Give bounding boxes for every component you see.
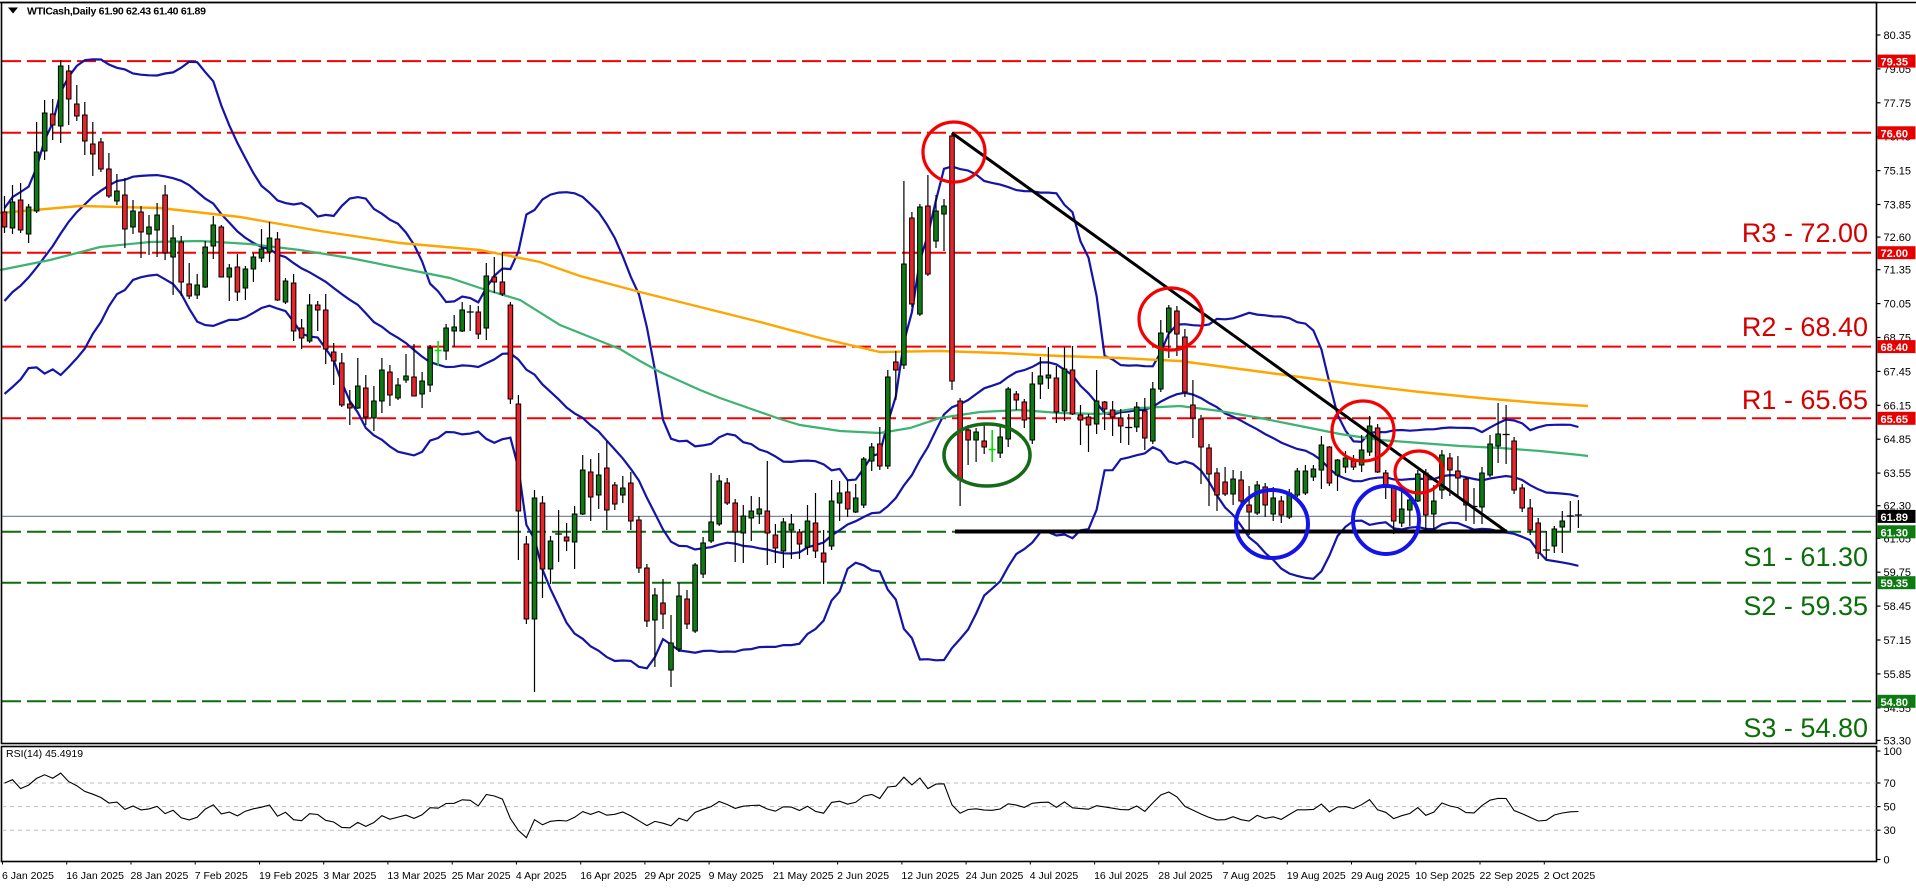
svg-text:R1 - 65.65: R1 - 65.65 — [1742, 385, 1868, 415]
svg-text:75.15: 75.15 — [1884, 166, 1912, 178]
svg-text:72.00: 72.00 — [1881, 248, 1909, 260]
svg-text:79.35: 79.35 — [1881, 57, 1909, 69]
svg-text:RSI(14) 45.4919: RSI(14) 45.4919 — [6, 748, 83, 760]
svg-text:3 Mar 2025: 3 Mar 2025 — [323, 870, 376, 882]
svg-text:19 Feb 2025: 19 Feb 2025 — [259, 870, 318, 882]
svg-text:16 Jul 2025: 16 Jul 2025 — [1094, 870, 1148, 882]
svg-text:70: 70 — [1884, 778, 1896, 790]
svg-text:61.30: 61.30 — [1881, 527, 1909, 539]
svg-text:12 Jun 2025: 12 Jun 2025 — [901, 870, 959, 882]
svg-text:28 Jan 2025: 28 Jan 2025 — [131, 870, 189, 882]
svg-text:68.40: 68.40 — [1881, 342, 1909, 354]
svg-text:100: 100 — [1884, 746, 1902, 758]
svg-text:66.15: 66.15 — [1884, 400, 1912, 412]
svg-text:64.85: 64.85 — [1884, 434, 1912, 446]
svg-text:S1 - 61.30: S1 - 61.30 — [1743, 542, 1868, 572]
svg-text:58.45: 58.45 — [1884, 601, 1912, 613]
svg-text:22 Sep 2025: 22 Sep 2025 — [1480, 870, 1540, 882]
svg-text:16 Jan 2025: 16 Jan 2025 — [66, 870, 124, 882]
svg-text:63.55: 63.55 — [1884, 468, 1912, 480]
svg-text:S2 - 59.35: S2 - 59.35 — [1743, 591, 1868, 621]
svg-text:9 May 2025: 9 May 2025 — [709, 870, 764, 882]
svg-text:54.80: 54.80 — [1881, 697, 1909, 709]
svg-text:80.35: 80.35 — [1884, 30, 1912, 42]
svg-text:71.35: 71.35 — [1884, 265, 1912, 277]
svg-text:73.85: 73.85 — [1884, 200, 1912, 212]
svg-text:65.65: 65.65 — [1881, 414, 1909, 426]
svg-text:0: 0 — [1884, 855, 1890, 867]
svg-text:28 Jul 2025: 28 Jul 2025 — [1158, 870, 1212, 882]
svg-text:24 Jun 2025: 24 Jun 2025 — [966, 870, 1024, 882]
svg-text:R3 - 72.00: R3 - 72.00 — [1742, 218, 1868, 248]
svg-text:25 Mar 2025: 25 Mar 2025 — [452, 870, 511, 882]
svg-text:29 Apr 2025: 29 Apr 2025 — [644, 870, 701, 882]
svg-text:59.35: 59.35 — [1881, 578, 1909, 590]
svg-text:53.30: 53.30 — [1884, 735, 1912, 747]
svg-text:7 Aug 2025: 7 Aug 2025 — [1223, 870, 1276, 882]
svg-text:76.60: 76.60 — [1881, 128, 1909, 140]
svg-text:4 Apr 2025: 4 Apr 2025 — [516, 870, 567, 882]
svg-text:4 Jul 2025: 4 Jul 2025 — [1030, 870, 1079, 882]
svg-text:WTICash,Daily 61.90 62.43 61.: WTICash,Daily 61.90 62.43 61.40 61.89 — [27, 6, 206, 18]
svg-text:13 Mar 2025: 13 Mar 2025 — [387, 870, 446, 882]
svg-text:R2 - 68.40: R2 - 68.40 — [1742, 312, 1868, 342]
svg-text:29 Aug 2025: 29 Aug 2025 — [1351, 870, 1410, 882]
svg-text:2 Oct 2025: 2 Oct 2025 — [1544, 870, 1596, 882]
svg-text:61.89: 61.89 — [1881, 512, 1909, 524]
svg-text:19 Aug 2025: 19 Aug 2025 — [1287, 870, 1346, 882]
svg-text:72.60: 72.60 — [1884, 232, 1912, 244]
svg-text:7 Feb 2025: 7 Feb 2025 — [195, 870, 248, 882]
svg-text:16 Apr 2025: 16 Apr 2025 — [580, 870, 637, 882]
svg-text:30: 30 — [1884, 825, 1896, 837]
svg-text:57.15: 57.15 — [1884, 635, 1912, 647]
svg-text:67.45: 67.45 — [1884, 366, 1912, 378]
svg-text:55.85: 55.85 — [1884, 669, 1912, 681]
svg-text:10 Sep 2025: 10 Sep 2025 — [1415, 870, 1475, 882]
svg-text:6 Jan 2025: 6 Jan 2025 — [2, 870, 54, 882]
svg-text:62.30: 62.30 — [1884, 501, 1912, 513]
svg-text:21 May 2025: 21 May 2025 — [773, 870, 834, 882]
svg-text:70.05: 70.05 — [1884, 299, 1912, 311]
svg-text:77.75: 77.75 — [1884, 98, 1912, 110]
svg-text:S3 - 54.80: S3 - 54.80 — [1743, 713, 1868, 743]
svg-text:2 Jun 2025: 2 Jun 2025 — [837, 870, 889, 882]
svg-text:50: 50 — [1884, 802, 1896, 814]
